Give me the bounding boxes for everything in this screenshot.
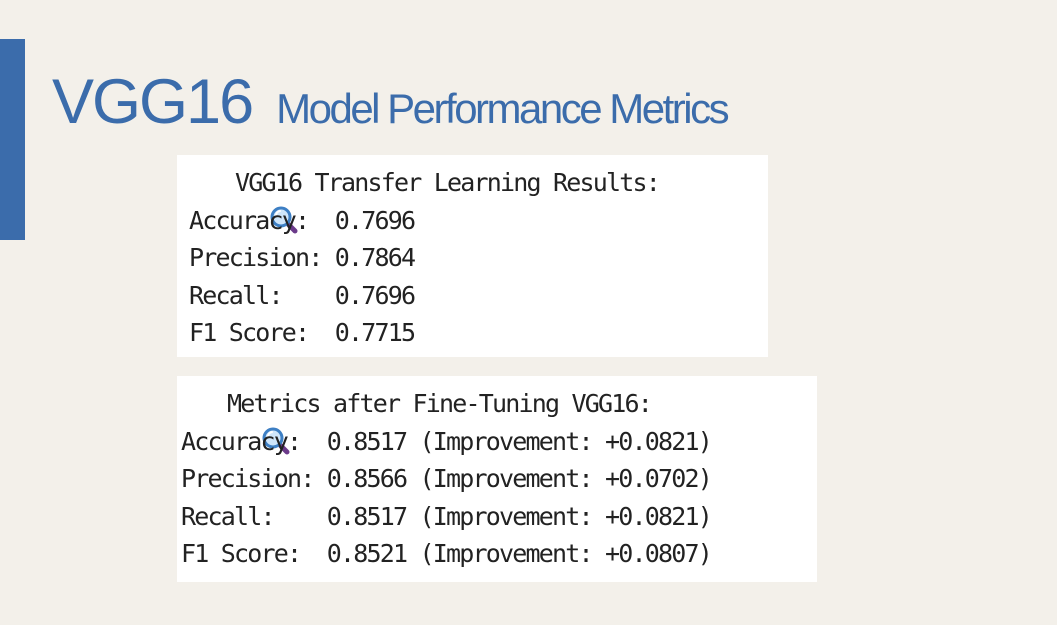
panel-header-text: Metrics after Fine-Tuning VGG16: [227,389,653,418]
fine-tuning-metrics-panel: Metrics after Fine-Tuning VGG16: Accurac… [177,376,817,582]
title-subtitle: Model Performance Metrics [276,85,730,132]
metric-line-accuracy: Accuracy: 0.8517 (Improvement: +0.0821) [181,426,713,456]
metric-line-f1-score: F1 Score: 0.8521 (Improvement: +0.0807) [181,539,713,568]
metric-line-precision: Precision: 0.8566 (Improvement: +0.0702) [181,464,713,493]
panel-header: VGG16 Transfer Learning Results: [189,164,768,234]
panel-header: Metrics after Fine-Tuning VGG16: [181,385,817,455]
metric-line-f1-score: F1 Score: 0.7715 [189,318,416,347]
accent-bar [0,39,25,240]
metric-line-accuracy: Accuracy: 0.7696 [189,205,416,235]
metric-line-recall: Recall: 0.8517 (Improvement: +0.0821) [181,501,713,531]
magnifying-glass-icon [189,168,298,234]
magnifying-glass-icon [181,389,290,455]
page-title: VGG16 Model Performance Metrics [52,62,730,142]
panel-header-text: VGG16 Transfer Learning Results: [235,168,661,197]
metric-line-recall: Recall: 0.7696 [189,280,416,310]
metric-line-precision: Precision: 0.7864 [189,243,416,272]
transfer-learning-results-panel: VGG16 Transfer Learning Results: Accurac… [177,155,768,357]
title-model-name: VGG16 [52,67,254,137]
